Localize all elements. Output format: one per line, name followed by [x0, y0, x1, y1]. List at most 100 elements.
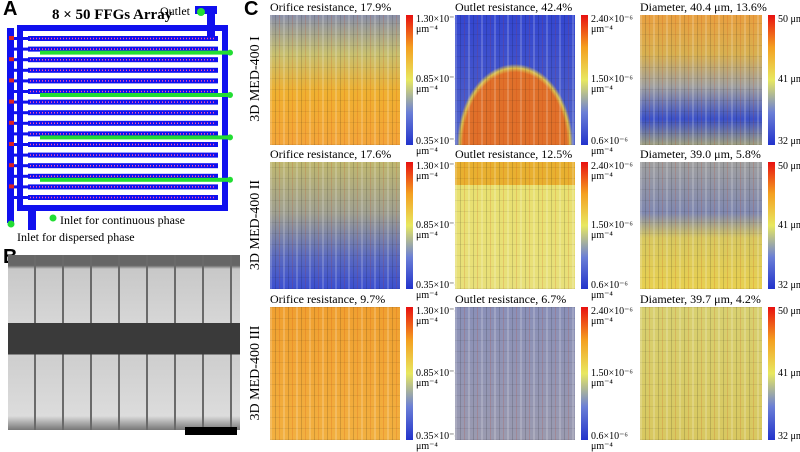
colorbar-unit: μm⁻⁴ [416, 24, 438, 35]
row-label: 3D MED-400 II [248, 179, 263, 270]
outlet-label: Outlet [160, 4, 190, 18]
colorbar-unit: μm⁻⁴ [591, 171, 613, 182]
channel [14, 111, 28, 115]
colorbar-tick-label: 50 μm [778, 306, 800, 317]
heatmap-title: Outlet resistance, 6.7% [455, 292, 567, 306]
channel [14, 121, 28, 125]
channel [14, 196, 28, 199]
colorbar-tick-label: 32 μm [778, 280, 800, 291]
colorbar [768, 162, 775, 289]
heatmap-title: Diameter, 39.7 μm, 4.2% [640, 292, 761, 306]
colorbar-tick-label: 32 μm [778, 431, 800, 442]
channel [9, 142, 14, 146]
channel [227, 49, 233, 56]
channel [227, 176, 233, 183]
row-label: 3D MED-400 I [248, 36, 263, 122]
channel [9, 36, 14, 40]
heatmap [455, 307, 575, 440]
colorbar-tick-label: 2.40×10⁻⁶ [591, 306, 633, 317]
colorbar-tick-label: 1.50×10⁻⁶ [591, 219, 633, 231]
colorbar-tick-label: 50 μm [778, 161, 800, 172]
channel [14, 37, 28, 40]
heatmap-title: Orifice resistance, 9.7% [270, 292, 386, 306]
colorbar-tick-label: 0.6×10⁻⁶ [591, 280, 628, 291]
heatmap [640, 307, 762, 440]
channel [9, 163, 14, 168]
colorbar-unit: μm⁻⁴ [591, 229, 613, 241]
channel [40, 177, 230, 182]
colorbar [581, 15, 588, 145]
colorbar-unit: μm⁻⁴ [416, 171, 438, 182]
colorbar-tick-label: 0.35×10⁻⁵ [416, 431, 458, 442]
channel [9, 78, 14, 83]
channel [9, 57, 14, 62]
channel [9, 99, 14, 104]
colorbar-tick-label: 1.30×10⁻⁵ [416, 14, 458, 25]
colorbar-unit: μm⁻⁴ [591, 441, 613, 452]
colorbar-unit: μm⁻⁴ [416, 377, 438, 389]
colorbar-unit: μm⁻⁴ [416, 441, 438, 452]
colorbar-unit: μm⁻⁴ [416, 316, 438, 327]
colorbar-unit: μm⁻⁴ [591, 377, 613, 389]
colorbar-tick-label: 1.30×10⁻⁵ [416, 161, 458, 172]
colorbar [768, 307, 775, 440]
channel [14, 132, 28, 136]
colorbar-unit: μm⁻⁴ [591, 24, 613, 35]
colorbar-unit: μm⁻⁴ [591, 290, 613, 301]
colorbar-tick-label: 41 μm [778, 74, 800, 85]
channel [14, 174, 28, 178]
colorbar-tick-label: 0.85×10⁻⁵ [416, 219, 458, 231]
colorbar-tick-label: 0.35×10⁻⁵ [416, 280, 458, 291]
colorbar-tick-label: 0.6×10⁻⁶ [591, 431, 628, 442]
scale-bar [185, 427, 237, 435]
heatmap-title: Outlet resistance, 42.4% [455, 0, 573, 14]
channel [14, 185, 28, 189]
colorbar [406, 162, 413, 289]
heatmap [640, 15, 762, 145]
channel [14, 47, 28, 51]
channel [14, 79, 28, 83]
heatmap-title: Orifice resistance, 17.6% [270, 147, 392, 161]
heatmap-title: Diameter, 39.0 μm, 5.8% [640, 147, 761, 161]
colorbar-unit: μm⁻⁴ [591, 84, 613, 95]
channel [40, 135, 230, 140]
inlet-label: Inlet for dispersed phase [17, 230, 135, 244]
colorbar-unit: μm⁻⁴ [591, 146, 613, 157]
heatmap [455, 15, 575, 145]
heatmap [455, 162, 575, 289]
heatmap-title: Orifice resistance, 17.9% [270, 0, 392, 14]
colorbar [581, 162, 588, 289]
heatmap-title: Diameter, 40.4 μm, 13.6% [640, 0, 767, 14]
colorbar-tick-label: 0.35×10⁻⁵ [416, 136, 458, 147]
channel [14, 164, 28, 168]
panel-label: C [244, 0, 259, 20]
heatmap [270, 307, 400, 440]
panel-label: A [3, 0, 18, 20]
chip-diagram [7, 6, 233, 230]
heatmap [640, 162, 762, 289]
colorbar [581, 307, 588, 440]
colorbar-unit: μm⁻⁴ [591, 316, 613, 327]
colorbar-tick-label: 41 μm [778, 219, 800, 231]
colorbar-tick-label: 41 μm [778, 367, 800, 379]
inlet-label: Inlet for continuous phase [60, 213, 185, 227]
panel-title: 8 × 50 FFGs Array [52, 7, 173, 23]
colorbar [406, 15, 413, 145]
channel [9, 120, 14, 125]
channel [14, 58, 28, 62]
channel [40, 50, 230, 55]
channel [227, 134, 233, 141]
row-label: 3D MED-400 III [248, 325, 263, 420]
colorbar-tick-label: 2.40×10⁻⁶ [591, 14, 633, 25]
heatmap [270, 15, 400, 145]
colorbar-tick-label: 1.50×10⁻⁶ [591, 74, 633, 85]
channel [14, 143, 28, 146]
colorbar-tick-label: 1.50×10⁻⁶ [591, 367, 633, 379]
colorbar-unit: μm⁻⁴ [416, 290, 438, 301]
heatmap [270, 162, 400, 289]
channel [227, 92, 233, 98]
colorbar-tick-label: 50 μm [778, 14, 800, 25]
channel [14, 90, 28, 93]
heatmap-title: Outlet resistance, 12.5% [455, 147, 573, 161]
